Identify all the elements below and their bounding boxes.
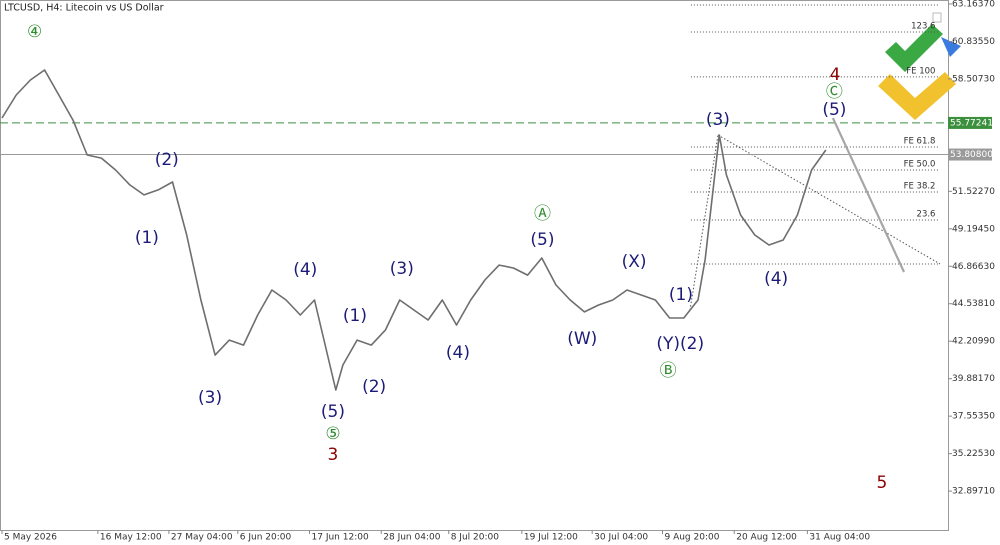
wave-label: (4) — [293, 260, 317, 280]
wave-label: (2) — [155, 150, 179, 170]
y-tick-label: 63.16370 — [952, 0, 995, 9]
window-button[interactable] — [932, 12, 942, 23]
wave-label: (4) — [446, 343, 470, 363]
wave-label: (1) — [669, 285, 693, 305]
wave-label: (X) — [622, 252, 647, 272]
overlay — [689, 134, 941, 311]
x-tick-label: 31 Aug 04:00 — [809, 533, 870, 543]
wave-label: 4 — [830, 65, 841, 85]
wave-label: (1) — [343, 306, 367, 326]
trend-line — [689, 134, 719, 311]
wave-label: (Y)(2) — [656, 334, 704, 354]
price-line-series — [831, 117, 905, 273]
x-tick-label: 16 May 12:00 — [100, 533, 162, 543]
y-tick-label: 60.83550 — [952, 37, 995, 47]
logo-yellow — [878, 72, 956, 120]
x-tick-label: 27 May 04:00 — [171, 533, 233, 543]
wave-label: 3 — [328, 445, 339, 465]
price-label: 53.80800 — [950, 150, 993, 160]
wave-label: ⑤ — [325, 424, 340, 444]
logo-blue — [941, 37, 961, 57]
wave-label: 5 — [877, 473, 888, 493]
x-tick-label: 19 Jul 12:00 — [524, 533, 578, 543]
wave-label: Ⓒ — [826, 82, 843, 102]
y-tick-label: 46.86630 — [952, 262, 995, 272]
x-tick-label: 20 Aug 12:00 — [736, 533, 797, 543]
wave-label: (3) — [390, 259, 414, 279]
x-tick-label: 9 Aug 20:00 — [664, 533, 719, 543]
y-tick-label: 44.53810 — [952, 299, 995, 309]
y-tick-label: 58.50730 — [952, 74, 995, 84]
logo — [878, 24, 961, 120]
x-tick-label: 30 Jul 04:00 — [594, 533, 648, 543]
x-tick-label: 6 Jun 20:00 — [240, 533, 292, 543]
x-tick-label: 28 Jun 04:00 — [383, 533, 440, 543]
chart-title: LTCUSD, H4: Litecoin vs US Dollar — [4, 3, 164, 14]
y-tick-label: 37.55350 — [952, 412, 995, 422]
trend-line — [717, 134, 941, 265]
y-tick-label: 42.20990 — [952, 337, 995, 347]
wave-label: (W) — [567, 329, 597, 349]
x-tick-label: 8 Jul 20:00 — [451, 533, 500, 543]
wave-label: Ⓐ — [534, 204, 551, 224]
fib-label: FE 61.8 — [904, 136, 936, 146]
price-label-box — [948, 116, 992, 129]
plot-frame — [0, 0, 949, 531]
y-tick-label: 51.52270 — [952, 187, 995, 197]
fib-label: FE 38.2 — [904, 182, 936, 192]
y-tick-label: 49.19450 — [952, 224, 995, 234]
y-tick-label: 39.88170 — [952, 374, 995, 384]
logo-green — [885, 24, 943, 72]
x-tick-label: 5 May 2026 — [4, 533, 57, 543]
wave-label: ④ — [27, 22, 42, 42]
price-line-series — [1, 69, 827, 391]
wave-label: (4) — [764, 269, 788, 289]
wave-label: (5) — [321, 402, 345, 422]
wave-label: (3) — [706, 110, 730, 130]
y-tick-label: 35.22530 — [952, 449, 995, 459]
wave-label: (3) — [198, 388, 222, 408]
wave-label: (2) — [362, 377, 386, 397]
x-tick-label: 17 Jun 12:00 — [312, 533, 369, 543]
wave-label: Ⓑ — [660, 361, 677, 381]
wave-label: (1) — [135, 228, 159, 248]
price-label-box — [948, 148, 992, 161]
fib-label: 123.6 — [911, 22, 935, 32]
fib-label: FE 100 — [906, 66, 935, 76]
wave-label: (5) — [822, 100, 846, 120]
fib-label: 23.6 — [917, 210, 936, 220]
fib-label: FE 50.0 — [904, 159, 936, 169]
y-tick-label: 32.89710 — [952, 487, 995, 497]
wave-label: (5) — [530, 230, 554, 250]
price-label: 55.77241 — [950, 118, 993, 128]
